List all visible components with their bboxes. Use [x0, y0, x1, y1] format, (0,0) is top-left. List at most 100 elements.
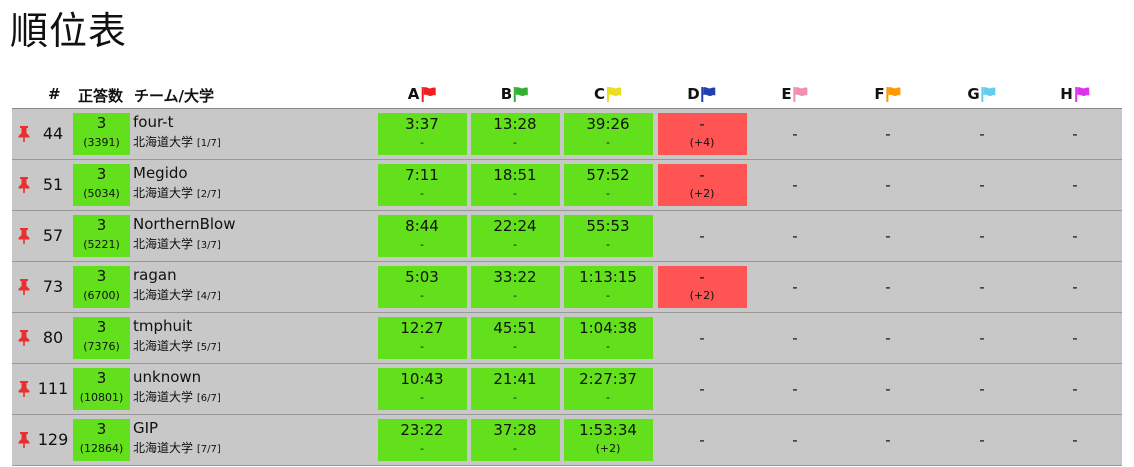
pin-icon[interactable] — [17, 177, 31, 193]
problem-cell-h: - — [1031, 164, 1120, 206]
penalty-value: (3391) — [83, 136, 120, 149]
problem-cell-d: - (+2) — [657, 164, 747, 206]
team-name[interactable]: GIP — [133, 419, 159, 437]
problem-cell-f: - — [844, 164, 933, 206]
cell-time: 10:43 — [400, 370, 444, 388]
cell-attempts: (+2) — [689, 289, 715, 302]
table-header: # 正答数 チーム/大学 A B C D E F G H — [12, 80, 1122, 109]
cell-attempts: - — [513, 289, 517, 302]
problem-cell-g: - — [938, 113, 1027, 155]
problem-cell-b: 21:41 - — [470, 368, 560, 410]
problem-cell-f: - — [844, 368, 933, 410]
team-name[interactable]: four-t — [133, 113, 174, 131]
problem-header-c[interactable]: C — [594, 85, 622, 103]
rank-value: 51 — [42, 175, 64, 194]
cell-time: - — [885, 176, 891, 194]
pin-icon[interactable] — [17, 126, 31, 142]
pin-icon[interactable] — [17, 330, 31, 346]
team-name[interactable]: NorthernBlow — [133, 215, 236, 233]
problem-header-a[interactable]: A — [408, 85, 437, 103]
solved-cell: 3 (10801) — [73, 368, 130, 410]
cell-time: 45:51 — [493, 319, 537, 337]
pin-icon[interactable] — [17, 228, 31, 244]
standings-rows: 44 3 (3391) four-t 北海道大学 [1/7] 3:37-13:28-39:… — [12, 109, 1122, 466]
pin-icon[interactable] — [17, 279, 31, 295]
rank-header: # — [48, 85, 61, 103]
university-label: 北海道大学 — [133, 441, 194, 455]
cell-time: - — [1072, 278, 1078, 296]
cell-time: - — [792, 278, 798, 296]
cell-time: 21:41 — [493, 370, 537, 388]
cell-time: 22:24 — [493, 217, 537, 235]
team-name[interactable]: tmphuit — [133, 317, 193, 335]
solved-count: 3 — [96, 267, 107, 285]
cell-attempts: - — [513, 187, 517, 200]
pin-icon[interactable] — [17, 381, 31, 397]
university-label: 北海道大学 — [133, 288, 194, 302]
cell-time: 33:22 — [493, 268, 537, 286]
cell-time: - — [885, 125, 891, 143]
pin-icon[interactable] — [17, 432, 31, 448]
problem-cell-f: - — [844, 317, 933, 359]
problem-cell-a: 7:11 - — [377, 164, 467, 206]
cell-time: - — [792, 176, 798, 194]
cell-time: - — [885, 329, 891, 347]
cell-attempts: - — [513, 391, 517, 404]
team-name[interactable]: unknown — [133, 368, 202, 386]
problem-cell-h: - — [1031, 368, 1120, 410]
problem-cell-f: - — [844, 113, 933, 155]
cell-attempts: - — [606, 187, 610, 200]
table-row: 73 3 (6700) ragan 北海道大学 [4/7] 5:03-33:22-1:13… — [12, 262, 1122, 313]
cell-time: 7:11 — [405, 166, 439, 184]
problem-cell-b: 13:28 - — [470, 113, 560, 155]
cell-time: - — [699, 431, 705, 449]
solved-count: 3 — [96, 165, 107, 183]
problem-cell-h: - — [1031, 215, 1120, 257]
university-label: 北海道大学 — [133, 135, 194, 149]
problem-header-h[interactable]: H — [1060, 85, 1090, 103]
problem-header-b[interactable]: B — [501, 85, 529, 103]
cell-time: 23:22 — [400, 421, 444, 439]
cell-time: 13:28 — [493, 115, 537, 133]
problem-cell-c: 57:52 - — [563, 164, 653, 206]
cell-time: - — [885, 227, 891, 245]
problem-cell-f: - — [844, 215, 933, 257]
university-name: 北海道大学 [5/7] — [133, 337, 221, 357]
problem-cell-g: - — [938, 368, 1027, 410]
cell-time: - — [1072, 125, 1078, 143]
problem-label: D — [687, 85, 700, 103]
problem-cell-d: - — [658, 419, 747, 461]
cell-time: - — [979, 227, 985, 245]
problem-header-d[interactable]: D — [687, 85, 716, 103]
team-cell: GIP 北海道大学 [7/7] — [133, 418, 221, 459]
problem-cell-e: - — [751, 419, 840, 461]
problem-cell-h: - — [1031, 113, 1120, 155]
problem-cell-e: - — [751, 113, 840, 155]
cell-attempts: (+2) — [595, 442, 621, 455]
cell-time: 3:37 — [405, 115, 439, 133]
penalty-value: (5221) — [83, 238, 120, 251]
cell-attempts: - — [420, 391, 424, 404]
flag-icon — [886, 87, 901, 102]
university-rank: [6/7] — [196, 393, 221, 404]
table-row: 111 3 (10801) unknown 北海道大学 [6/7] 10:43-21:41… — [12, 364, 1122, 415]
penalty-value: (6700) — [83, 289, 120, 302]
team-name[interactable]: Megido — [133, 164, 188, 182]
cell-time: - — [979, 278, 985, 296]
standings-table: # 正答数 チーム/大学 A B C D E F G H 44 3 (3391) four-t 北海道… — [12, 80, 1122, 466]
team-name[interactable]: ragan — [133, 266, 177, 284]
university-label: 北海道大学 — [133, 237, 194, 251]
problem-header-g[interactable]: G — [967, 85, 996, 103]
problem-header-e[interactable]: E — [781, 85, 808, 103]
university-label: 北海道大学 — [133, 339, 194, 353]
cell-attempts: - — [420, 340, 424, 353]
cell-attempts: - — [606, 289, 610, 302]
problem-cell-c: 39:26 - — [563, 113, 653, 155]
problem-cell-a: 3:37 - — [377, 113, 467, 155]
problem-header-f[interactable]: F — [874, 85, 901, 103]
solved-header: 正答数 — [78, 87, 124, 105]
table-row: 80 3 (7376) tmphuit 北海道大学 [5/7] 12:27-45:51-1… — [12, 313, 1122, 364]
cell-attempts: - — [420, 187, 424, 200]
problem-cell-h: - — [1031, 266, 1120, 308]
university-name: 北海道大学 [6/7] — [133, 388, 221, 408]
